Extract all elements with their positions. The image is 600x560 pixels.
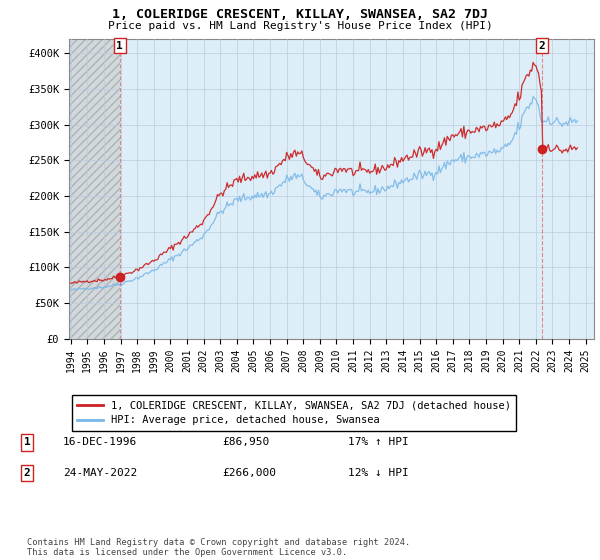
- Text: 24-MAY-2022: 24-MAY-2022: [63, 468, 137, 478]
- Text: Price paid vs. HM Land Registry's House Price Index (HPI): Price paid vs. HM Land Registry's House …: [107, 21, 493, 31]
- Text: 2: 2: [539, 41, 545, 51]
- Text: £266,000: £266,000: [222, 468, 276, 478]
- Text: 16-DEC-1996: 16-DEC-1996: [63, 437, 137, 447]
- Text: 2: 2: [23, 468, 31, 478]
- Text: 1, COLERIDGE CRESCENT, KILLAY, SWANSEA, SA2 7DJ: 1, COLERIDGE CRESCENT, KILLAY, SWANSEA, …: [112, 8, 488, 21]
- Text: £86,950: £86,950: [222, 437, 269, 447]
- Legend: 1, COLERIDGE CRESCENT, KILLAY, SWANSEA, SA2 7DJ (detached house), HPI: Average p: 1, COLERIDGE CRESCENT, KILLAY, SWANSEA, …: [71, 395, 517, 431]
- Text: 12% ↓ HPI: 12% ↓ HPI: [348, 468, 409, 478]
- Text: 17% ↑ HPI: 17% ↑ HPI: [348, 437, 409, 447]
- Text: 1: 1: [23, 437, 31, 447]
- Text: 1: 1: [116, 41, 123, 51]
- Bar: [69, 39, 120, 339]
- Text: Contains HM Land Registry data © Crown copyright and database right 2024.
This d: Contains HM Land Registry data © Crown c…: [27, 538, 410, 557]
